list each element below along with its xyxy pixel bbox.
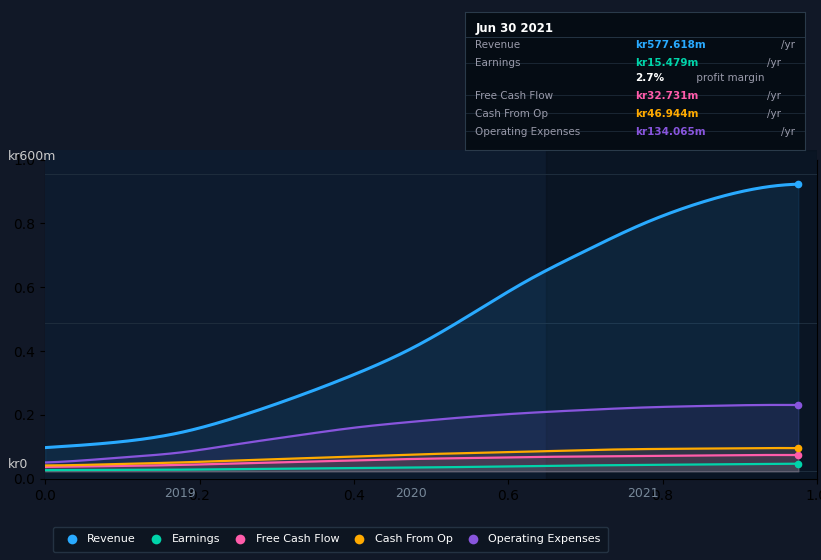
Text: kr32.731m: kr32.731m bbox=[635, 91, 699, 101]
Text: kr0: kr0 bbox=[8, 458, 29, 471]
Text: Revenue: Revenue bbox=[475, 40, 521, 50]
Text: 2.7%: 2.7% bbox=[635, 73, 664, 83]
Text: kr46.944m: kr46.944m bbox=[635, 109, 699, 119]
Text: /yr: /yr bbox=[767, 109, 781, 119]
Text: profit margin: profit margin bbox=[694, 73, 765, 83]
Text: /yr: /yr bbox=[767, 91, 781, 101]
Text: /yr: /yr bbox=[782, 40, 796, 50]
Text: Operating Expenses: Operating Expenses bbox=[475, 127, 580, 137]
Text: /yr: /yr bbox=[782, 127, 796, 137]
Text: kr134.065m: kr134.065m bbox=[635, 127, 705, 137]
Text: kr15.479m: kr15.479m bbox=[635, 58, 699, 68]
Legend: Revenue, Earnings, Free Cash Flow, Cash From Op, Operating Expenses: Revenue, Earnings, Free Cash Flow, Cash … bbox=[53, 527, 608, 552]
Bar bbox=[546, 150, 817, 479]
Text: Earnings: Earnings bbox=[475, 58, 521, 68]
Text: kr577.618m: kr577.618m bbox=[635, 40, 706, 50]
Text: kr600m: kr600m bbox=[8, 150, 57, 162]
Text: Cash From Op: Cash From Op bbox=[475, 109, 548, 119]
Text: /yr: /yr bbox=[767, 58, 781, 68]
Text: Jun 30 2021: Jun 30 2021 bbox=[475, 22, 553, 35]
Text: Free Cash Flow: Free Cash Flow bbox=[475, 91, 553, 101]
